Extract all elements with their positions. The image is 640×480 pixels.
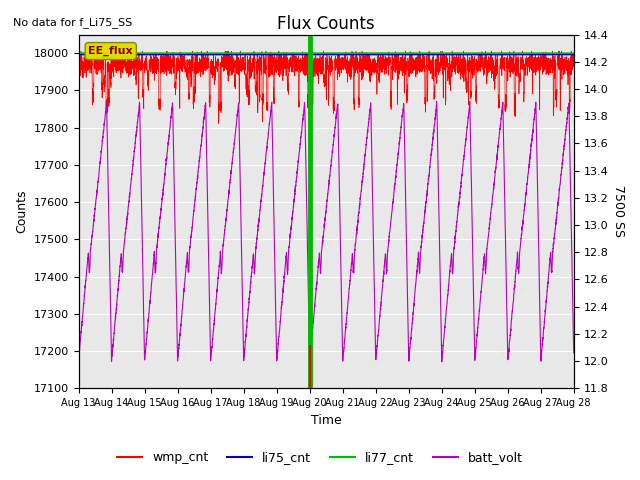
- Y-axis label: 7500 SS: 7500 SS: [612, 185, 625, 238]
- Title: Flux Counts: Flux Counts: [277, 15, 375, 33]
- X-axis label: Time: Time: [311, 414, 342, 427]
- Text: EE_flux: EE_flux: [88, 46, 133, 56]
- Y-axis label: Counts: Counts: [15, 190, 28, 233]
- Text: No data for f_Li75_SS: No data for f_Li75_SS: [13, 17, 132, 28]
- Legend: wmp_cnt, li75_cnt, li77_cnt, batt_volt: wmp_cnt, li75_cnt, li77_cnt, batt_volt: [112, 446, 528, 469]
